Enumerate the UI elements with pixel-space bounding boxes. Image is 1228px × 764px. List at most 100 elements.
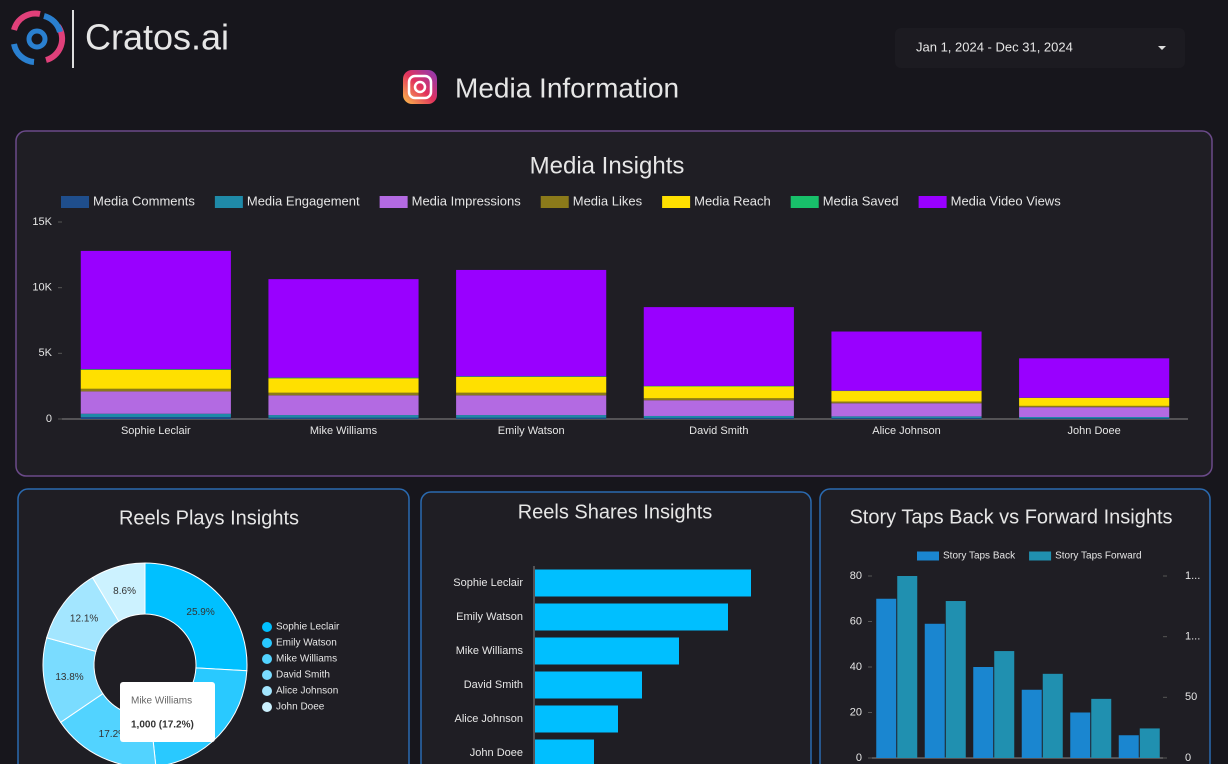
bar	[1021, 689, 1042, 758]
legend-swatch	[379, 196, 408, 208]
chart-title: Story Taps Back vs Forward Insights	[849, 506, 1172, 528]
date-picker[interactable]	[895, 28, 1185, 68]
bar-segment	[268, 395, 419, 416]
bar	[1042, 673, 1063, 758]
x-tick-label: Mike Williams	[310, 425, 378, 437]
legend-swatch	[262, 638, 272, 648]
legend-swatch	[918, 196, 947, 208]
y-tick-label: Sophie Leclair	[453, 577, 523, 589]
bar	[973, 667, 994, 758]
tooltip	[120, 682, 215, 742]
bar-segment	[831, 403, 982, 417]
bar-segment	[80, 369, 231, 370]
slice	[144, 562, 248, 672]
bar-segment	[268, 279, 419, 378]
bar-segment	[831, 418, 982, 419]
slice-label: 8.6%	[113, 586, 136, 597]
bar-segment	[643, 386, 794, 399]
instagram-icon-lens	[413, 80, 427, 94]
bar-segment	[456, 269, 607, 377]
bar-segment	[1019, 397, 1170, 406]
bar-segment	[80, 250, 231, 370]
legend-label: John Doee	[276, 702, 325, 713]
bar-segment	[80, 413, 231, 418]
slice	[91, 562, 146, 622]
legend-swatch	[540, 196, 569, 208]
legend-swatch	[790, 196, 819, 208]
y2-tick-label: 0	[1185, 752, 1191, 764]
date-range[interactable]: Jan 1, 2024 - Dec 31, 2024	[916, 39, 1073, 54]
dropdown-arrow[interactable]	[1158, 46, 1166, 50]
legend-swatch	[214, 196, 243, 208]
y-tick-label: David Smith	[464, 679, 523, 691]
bar	[1091, 698, 1112, 758]
bar-segment	[268, 377, 419, 379]
bar	[535, 569, 751, 597]
legend-swatch	[262, 654, 272, 664]
x-tick-label: Alice Johnson	[872, 425, 941, 437]
y-tick-label: 15K	[32, 216, 52, 228]
bar-segment	[456, 395, 607, 416]
legend-label: David Smith	[276, 670, 330, 681]
legend-label: Media Video Views	[951, 193, 1062, 208]
bar-segment	[456, 415, 607, 418]
y-tick-label: 0	[46, 413, 52, 425]
slice-label: 13.8%	[55, 672, 83, 683]
bar-segment	[643, 307, 794, 386]
bar	[535, 637, 679, 665]
tooltip-value: 1,000 (17.2%)	[131, 720, 194, 731]
legend-label: Media Impressions	[412, 193, 522, 208]
y2-tick-label: 1...	[1185, 570, 1200, 582]
y2-tick-label: 1...	[1185, 631, 1200, 643]
y-tick-label: 20	[850, 706, 862, 718]
logo-icon	[11, 10, 66, 65]
bar-segment	[1019, 418, 1170, 419]
bar	[1070, 712, 1091, 758]
legend-swatch	[1029, 551, 1052, 561]
bar-segment	[1019, 417, 1170, 419]
chart-title: Media Insights	[530, 152, 685, 179]
bar-segment	[456, 417, 607, 419]
bar-segment	[456, 376, 607, 377]
x-tick-label: Emily Watson	[498, 425, 565, 437]
bar-segment	[831, 401, 982, 404]
legend-swatch	[262, 686, 272, 696]
bar	[945, 601, 966, 758]
legend-swatch	[662, 196, 691, 208]
bar	[535, 671, 642, 699]
y-tick-label: Alice Johnson	[455, 713, 524, 725]
legend-label: Media Likes	[573, 193, 643, 208]
legend-label: Story Taps Back	[943, 551, 1016, 562]
bar-segment	[1019, 405, 1170, 408]
bar	[535, 603, 728, 631]
bar-segment	[456, 392, 607, 396]
x-tick-label: Sophie Leclair	[121, 425, 191, 437]
bar	[994, 651, 1015, 758]
bar-segment	[268, 392, 419, 396]
bar-segment	[831, 331, 982, 391]
bar-segment	[643, 417, 794, 419]
legend-label: Emily Watson	[276, 638, 337, 649]
legend-swatch	[262, 622, 272, 632]
y-tick-label: 10K	[32, 282, 52, 294]
bar-segment	[80, 369, 231, 389]
bar-segment	[268, 417, 419, 419]
page-title: Media Information	[455, 72, 679, 103]
bar	[897, 576, 918, 758]
y-tick-label: Emily Watson	[456, 611, 523, 623]
legend-swatch	[917, 551, 939, 561]
tooltip-title: Mike Williams	[131, 696, 192, 707]
bar-segment	[80, 391, 231, 414]
legend-label: Media Reach	[694, 193, 771, 208]
bar	[924, 623, 945, 758]
x-tick-label: John Doee	[1068, 425, 1121, 437]
legend-label: Media Engagement	[247, 193, 360, 208]
bar-segment	[1019, 407, 1170, 418]
bar-segment	[643, 400, 794, 416]
legend-swatch	[61, 196, 89, 208]
y2-tick-label: 50	[1185, 691, 1197, 703]
bar-segment	[456, 376, 607, 393]
bar-segment	[268, 378, 419, 393]
legend-label: Mike Williams	[276, 654, 337, 665]
